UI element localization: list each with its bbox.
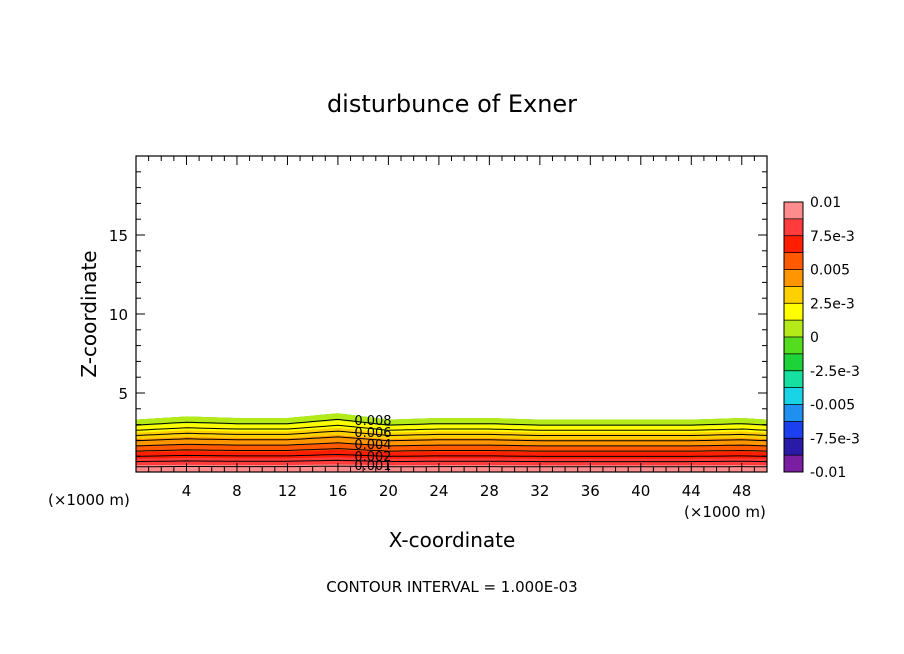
- x-tick-label: 36: [581, 482, 600, 500]
- contour-lines: [135, 418, 768, 468]
- contour-label: 0.002: [354, 450, 391, 465]
- colorbar-swatch: [784, 455, 803, 473]
- colorbar-swatch: [784, 370, 803, 389]
- colorbar-swatch: [784, 202, 803, 220]
- x-tick-label: 40: [631, 482, 650, 500]
- x-tick-label: 12: [278, 482, 297, 500]
- y-tick-label: 5: [118, 385, 128, 403]
- colorbar-label: 0.01: [810, 195, 841, 211]
- colorbar-label: -2.5e-3: [810, 364, 860, 380]
- colorbar-swatch: [784, 337, 803, 355]
- contour-line-5: [135, 448, 768, 452]
- contour-line-2: [135, 430, 768, 437]
- colorbar-swatch: [784, 421, 803, 439]
- colorbar-swatch: [784, 320, 803, 338]
- contour-line-4: [135, 442, 768, 447]
- x-tick-label: 20: [379, 482, 398, 500]
- colorbar: 0.01 7.5e-3 0.005 2.5e-3 0 -2.5e-3 -0.005 -7.5e…: [783, 195, 860, 481]
- x-tick-label: 4: [182, 482, 192, 500]
- colorbar-label: 0: [810, 330, 819, 346]
- colorbar-swatch: [784, 303, 803, 321]
- colorbar-swatch: [784, 252, 803, 270]
- x-unit-right: (×1000 m): [684, 503, 766, 521]
- contour-fill-bands: [135, 413, 768, 473]
- colorbar-swatch: [784, 353, 803, 372]
- chart-title: disturbunce of Exner: [327, 90, 577, 118]
- contour-line-7: [135, 459, 768, 463]
- colorbar-swatches: [784, 202, 803, 473]
- contour-interval-footer: CONTOUR INTERVAL = 1.000E-03: [326, 578, 577, 596]
- colorbar-labels: 0.01 7.5e-3 0.005 2.5e-3 0 -2.5e-3 -0.005 -7.5e…: [810, 195, 860, 481]
- x-tick-labels: 4 8 12 16 20 24 28 32 36 40 44 48: [182, 482, 752, 500]
- colorbar-frame: [783, 201, 804, 473]
- colorbar-swatch: [784, 235, 803, 254]
- colorbar-swatch: [784, 269, 803, 287]
- axis-ticks: [136, 156, 767, 472]
- x-tick-label: 44: [682, 482, 701, 500]
- colorbar-label: 7.5e-3: [810, 229, 855, 245]
- contour-label: 0.006: [354, 426, 391, 441]
- y-tick-labels: 5 10 15: [109, 227, 128, 403]
- contour-line-3: [135, 436, 768, 442]
- x-tick-label: 32: [530, 482, 549, 500]
- contour-label: 0.008: [354, 414, 391, 429]
- colorbar-label: -0.01: [810, 465, 846, 481]
- x-axis-label: X-coordinate: [389, 528, 516, 552]
- x-tick-label: 48: [732, 482, 751, 500]
- x-tick-label: 24: [429, 482, 448, 500]
- colorbar-swatch: [784, 387, 803, 405]
- y-axis-label: Z-coordinate: [77, 250, 101, 377]
- x-tick-label: 8: [232, 482, 242, 500]
- x-tick-label: 16: [328, 482, 347, 500]
- colorbar-swatch: [784, 286, 803, 304]
- colorbar-swatch: [784, 218, 803, 237]
- colorbar-label: -0.005: [810, 398, 855, 414]
- contour-line-1: [135, 424, 768, 431]
- contour-label: 0.004: [354, 438, 391, 453]
- contour-line-8: [135, 465, 768, 468]
- colorbar-swatch: [784, 438, 803, 456]
- contour-line-6: [135, 453, 768, 457]
- colorbar-swatch: [784, 404, 803, 422]
- y-tick-label: 15: [109, 227, 128, 245]
- x-tick-label: 28: [480, 482, 499, 500]
- colorbar-label: -7.5e-3: [810, 431, 860, 447]
- y-tick-label: 10: [109, 306, 128, 324]
- colorbar-label: 0.005: [810, 263, 850, 279]
- colorbar-label: 2.5e-3: [810, 296, 855, 312]
- x-unit-left: (×1000 m): [48, 491, 130, 509]
- contour-line-0: [135, 418, 768, 426]
